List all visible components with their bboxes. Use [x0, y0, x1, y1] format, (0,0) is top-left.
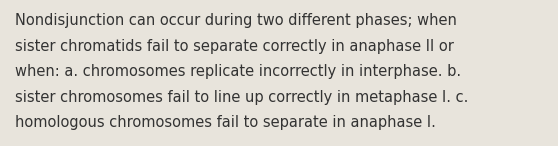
- Text: Nondisjunction can occur during two different phases; when: Nondisjunction can occur during two diff…: [15, 13, 457, 28]
- Text: homologous chromosomes fail to separate in anaphase I.: homologous chromosomes fail to separate …: [15, 115, 436, 130]
- Text: sister chromosomes fail to line up correctly in metaphase I. c.: sister chromosomes fail to line up corre…: [15, 90, 468, 105]
- Text: sister chromatids fail to separate correctly in anaphase II or: sister chromatids fail to separate corre…: [15, 39, 454, 54]
- Text: when: a. chromosomes replicate incorrectly in interphase. b.: when: a. chromosomes replicate incorrect…: [15, 64, 461, 79]
